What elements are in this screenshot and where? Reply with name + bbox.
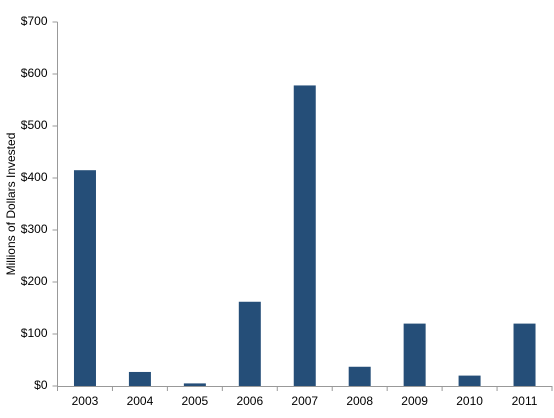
y-tick-label: $100: [21, 326, 48, 340]
bar: [183, 383, 206, 386]
x-tick-label: 2011: [512, 394, 538, 408]
y-tick-label: $600: [21, 66, 48, 80]
bar: [348, 366, 371, 386]
x-tick-label: 2007: [291, 394, 318, 408]
x-tick-label: 2008: [346, 394, 373, 408]
y-tick-label: $500: [21, 118, 48, 132]
bar: [73, 170, 96, 386]
bar: [238, 301, 261, 386]
y-axis-label: Millions of Dollars Invested: [4, 133, 18, 276]
x-tick-label: 2003: [72, 394, 99, 408]
x-tick-label: 2009: [401, 394, 428, 408]
y-tick-label: $300: [21, 222, 48, 236]
x-tick-label: 2004: [127, 394, 154, 408]
x-tick-label: 2010: [456, 394, 483, 408]
y-tick-label: $700: [21, 14, 48, 28]
y-tick-label: $400: [21, 170, 48, 184]
x-tick-label: 2006: [236, 394, 263, 408]
bar: [128, 371, 151, 386]
bar: [513, 323, 536, 386]
bar: [403, 323, 426, 386]
x-tick-label: 2005: [182, 394, 209, 408]
y-tick-label: $200: [21, 274, 48, 288]
bar: [458, 375, 481, 386]
y-tick-label: $0: [34, 378, 48, 392]
bar: [293, 85, 316, 386]
